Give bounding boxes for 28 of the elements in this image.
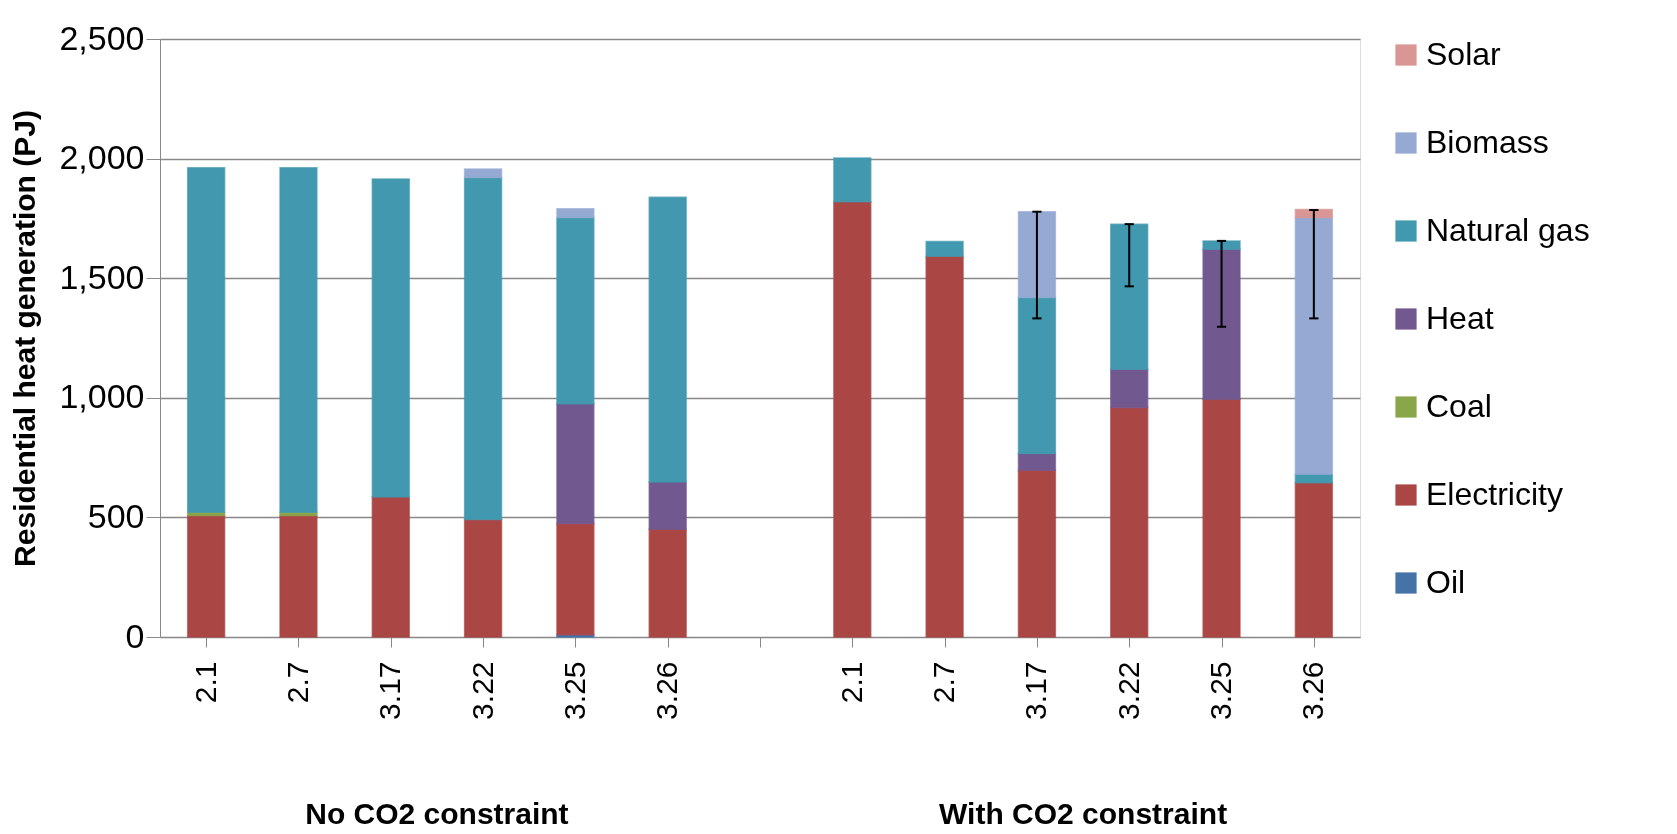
x-tick-label: 2.1: [834, 661, 868, 704]
x-tick-label: 3.22: [465, 661, 499, 720]
legend-label: Coal: [1426, 388, 1492, 424]
x-tick-label: 2.7: [927, 661, 961, 704]
x-tick-label: 3.17: [373, 661, 407, 720]
x-tick-label: 3.17: [1019, 661, 1053, 720]
y-tick-label: 500: [87, 496, 145, 535]
legend-label: Electricity: [1426, 476, 1563, 512]
x-tick-label: 3.26: [650, 661, 684, 720]
x-tick-label: 2.7: [280, 661, 314, 704]
legend-label: Solar: [1426, 36, 1502, 72]
y-tick-label: 0: [125, 616, 145, 655]
x-tick-label: 3.26: [1296, 661, 1330, 720]
legend-label: Biomass: [1426, 124, 1549, 160]
y-axis-title: Residential heat generation (PJ): [8, 110, 42, 567]
y-tick-label: 1,500: [59, 257, 145, 296]
x-tick-label: 3.25: [1204, 661, 1238, 720]
y-tick-label: 1,000: [59, 377, 145, 416]
y-tick-label: 2,500: [59, 18, 145, 57]
y-tick-label: 2,000: [59, 138, 145, 177]
x-tick-label: 3.22: [1111, 661, 1145, 720]
legend-label: Heat: [1426, 300, 1494, 336]
legend-label: Natural gas: [1426, 212, 1590, 248]
legend-label: Oil: [1426, 564, 1466, 600]
x-tick-label: 3.25: [557, 661, 591, 720]
x-tick-label: 2.1: [188, 661, 222, 704]
text: No CO2 constraint: [305, 797, 569, 830]
text: With CO2 constraint: [939, 797, 1228, 830]
